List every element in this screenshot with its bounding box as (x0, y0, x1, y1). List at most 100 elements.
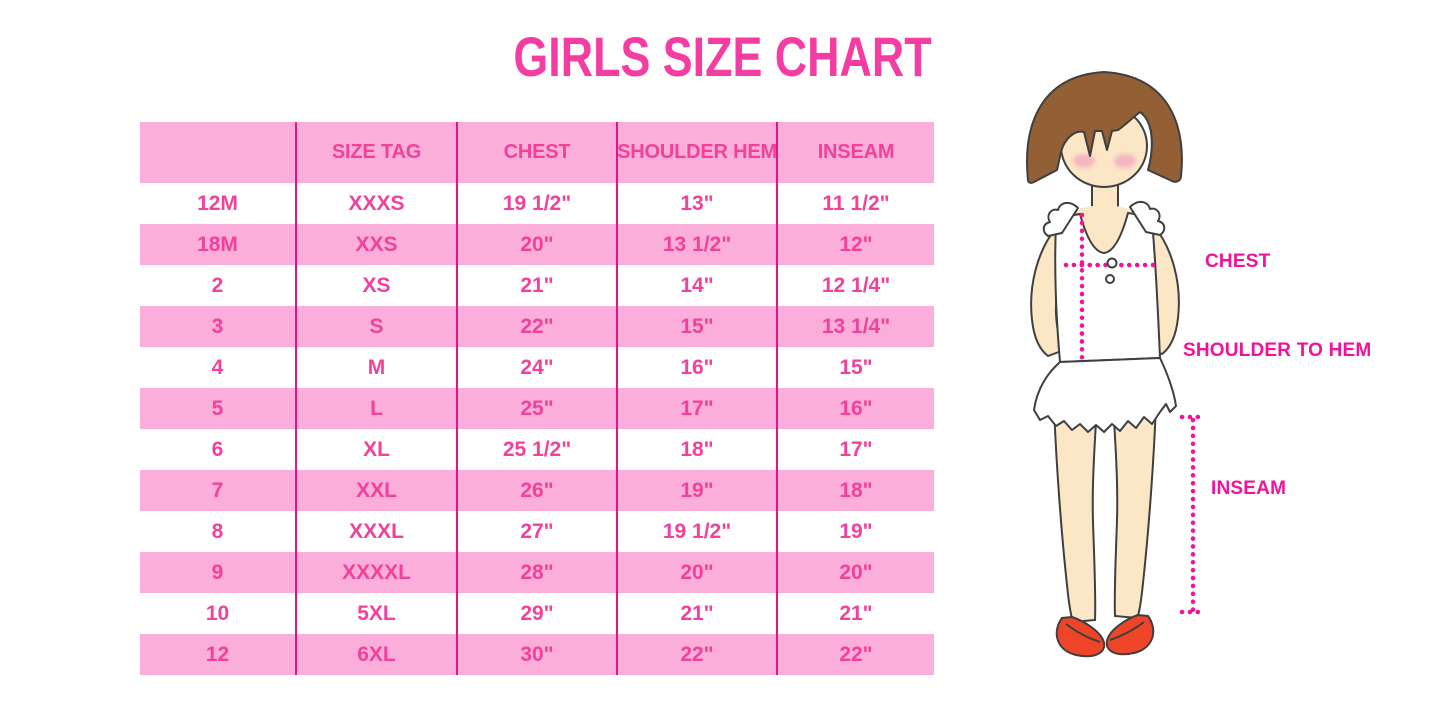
girl-figure-svg (1026, 71, 1207, 658)
left-shoe-strap (1065, 623, 1101, 643)
blush-right (1114, 154, 1136, 168)
right-leg (1112, 401, 1158, 620)
table-header-cell: SIZE TAG (295, 122, 456, 183)
table-cell: 20" (616, 552, 776, 593)
girl-figure-illustration (990, 60, 1230, 705)
table-row: 12 6XL 30" 22" 22" (140, 634, 934, 675)
table-cell: 25" (456, 388, 616, 429)
table-cell: 13" (616, 183, 776, 224)
table-cell: 26" (456, 470, 616, 511)
bottom-button (1105, 274, 1115, 284)
table-cell: 12 (205, 642, 230, 666)
table-cell: XXL (295, 470, 456, 511)
table-cell: 28" (456, 552, 616, 593)
table-cell: 29" (456, 593, 616, 634)
table-header-cell (140, 122, 295, 183)
table-cell: 21" (616, 593, 776, 634)
table-cell: XXXS (295, 183, 456, 224)
table-cell: 17" (776, 429, 934, 470)
table-cell: 19 1/2" (616, 511, 776, 552)
table-cell: 22" (776, 634, 934, 675)
table-cell: 15" (616, 306, 776, 347)
table-cell: 19" (776, 511, 934, 552)
table-row: 3 S 22" 15" 13 1/4" (140, 306, 934, 347)
table-cell: 22" (456, 306, 616, 347)
table-cell: 30" (456, 634, 616, 675)
table-cell: XS (295, 265, 456, 306)
left-shoulder-ruffle (1042, 202, 1079, 237)
table-cell: 5 (211, 396, 224, 420)
hair (1026, 71, 1183, 184)
table-cell: 12" (776, 224, 934, 265)
table-cell: XXXXL (295, 552, 456, 593)
table-cell: 13 1/4" (776, 306, 934, 347)
table-cell: 7 (211, 478, 224, 502)
table-cell: XL (295, 429, 456, 470)
table-row: 5 L 25" 17" 16" (140, 388, 934, 429)
table-row: 18M XXS 20" 13 1/2" 12" (140, 224, 934, 265)
table-cell: 27" (456, 511, 616, 552)
table-cell: 25 1/2" (456, 429, 616, 470)
top-button (1106, 257, 1118, 269)
table-cell: 19" (616, 470, 776, 511)
table-cell: 6 (211, 437, 224, 461)
page-title: GIRLS SIZE CHART (513, 25, 932, 88)
table-cell: 20" (776, 552, 934, 593)
table-row: 10 5XL 29" 21" 21" (140, 593, 934, 634)
inseam-label: INSEAM (1211, 478, 1287, 499)
table-header-cell: CHEST (456, 122, 616, 183)
size-table-header: SIZE TAG CHEST SHOULDER HEM INSEAM (140, 122, 934, 183)
table-cell: S (295, 306, 456, 347)
shoulder-to-hem-label: SHOULDER TO HEM (1183, 340, 1372, 361)
table-cell: 6XL (295, 634, 456, 675)
table-cell: 17" (616, 388, 776, 429)
table-cell: 3 (211, 314, 224, 338)
table-header-cell: INSEAM (776, 122, 934, 183)
table-cell: 14" (616, 265, 776, 306)
table-cell: 18M (197, 232, 238, 256)
table-cell: 16" (776, 388, 934, 429)
left-leg (1052, 403, 1098, 624)
table-row: 8 XXXL 27" 19 1/2" 19" (140, 511, 934, 552)
table-cell: 24" (456, 347, 616, 388)
table-cell: 21" (456, 265, 616, 306)
table-row: 6 XL 25 1/2" 18" 17" (140, 429, 934, 470)
right-shoe-strap (1109, 621, 1145, 641)
left-shoe (1055, 615, 1106, 658)
table-row: 4 M 24" 16" 15" (140, 347, 934, 388)
table-cell: L (295, 388, 456, 429)
table-cell: 2 (211, 273, 224, 297)
size-table: SIZE TAG CHEST SHOULDER HEM INSEAM 12M XXXS 1… (140, 122, 934, 675)
table-cell: XXS (295, 224, 456, 265)
table-cell: 18" (616, 429, 776, 470)
table-cell: 11 1/2" (776, 183, 934, 224)
table-row: 12M XXXS 19 1/2" 13" 11 1/2" (140, 183, 934, 224)
table-row: 9 XXXXL 28" 20" 20" (140, 552, 934, 593)
table-cell: 9 (211, 560, 224, 584)
table-cell: 15" (776, 347, 934, 388)
table-cell: 12M (197, 191, 238, 215)
table-cell: 21" (776, 593, 934, 634)
table-cell: XXXL (295, 511, 456, 552)
right-shoe (1105, 613, 1155, 656)
table-row: 7 XXL 26" 19" 18" (140, 470, 934, 511)
table-cell: 12 1/4" (776, 265, 934, 306)
table-cell: M (295, 347, 456, 388)
table-header-cell: SHOULDER HEM (616, 122, 777, 183)
table-cell: 5XL (295, 593, 456, 634)
table-cell: 16" (616, 347, 776, 388)
table-cell: 4 (211, 355, 224, 379)
table-cell: 20" (456, 224, 616, 265)
blush-left (1073, 154, 1095, 168)
ruffled-skirt (1033, 357, 1177, 433)
table-cell: 18" (776, 470, 934, 511)
table-cell: 10 (205, 601, 230, 625)
right-shoulder-ruffle (1129, 201, 1166, 236)
table-cell: 8 (211, 519, 224, 543)
chest-label: CHEST (1205, 251, 1271, 272)
table-row: 2 XS 21" 14" 12 1/4" (140, 265, 934, 306)
table-cell: 13 1/2" (616, 224, 776, 265)
size-table-body: 12M XXXS 19 1/2" 13" 11 1/2" 18M XXS 20" 13 1/2"… (140, 183, 934, 675)
table-cell: 19 1/2" (456, 183, 616, 224)
